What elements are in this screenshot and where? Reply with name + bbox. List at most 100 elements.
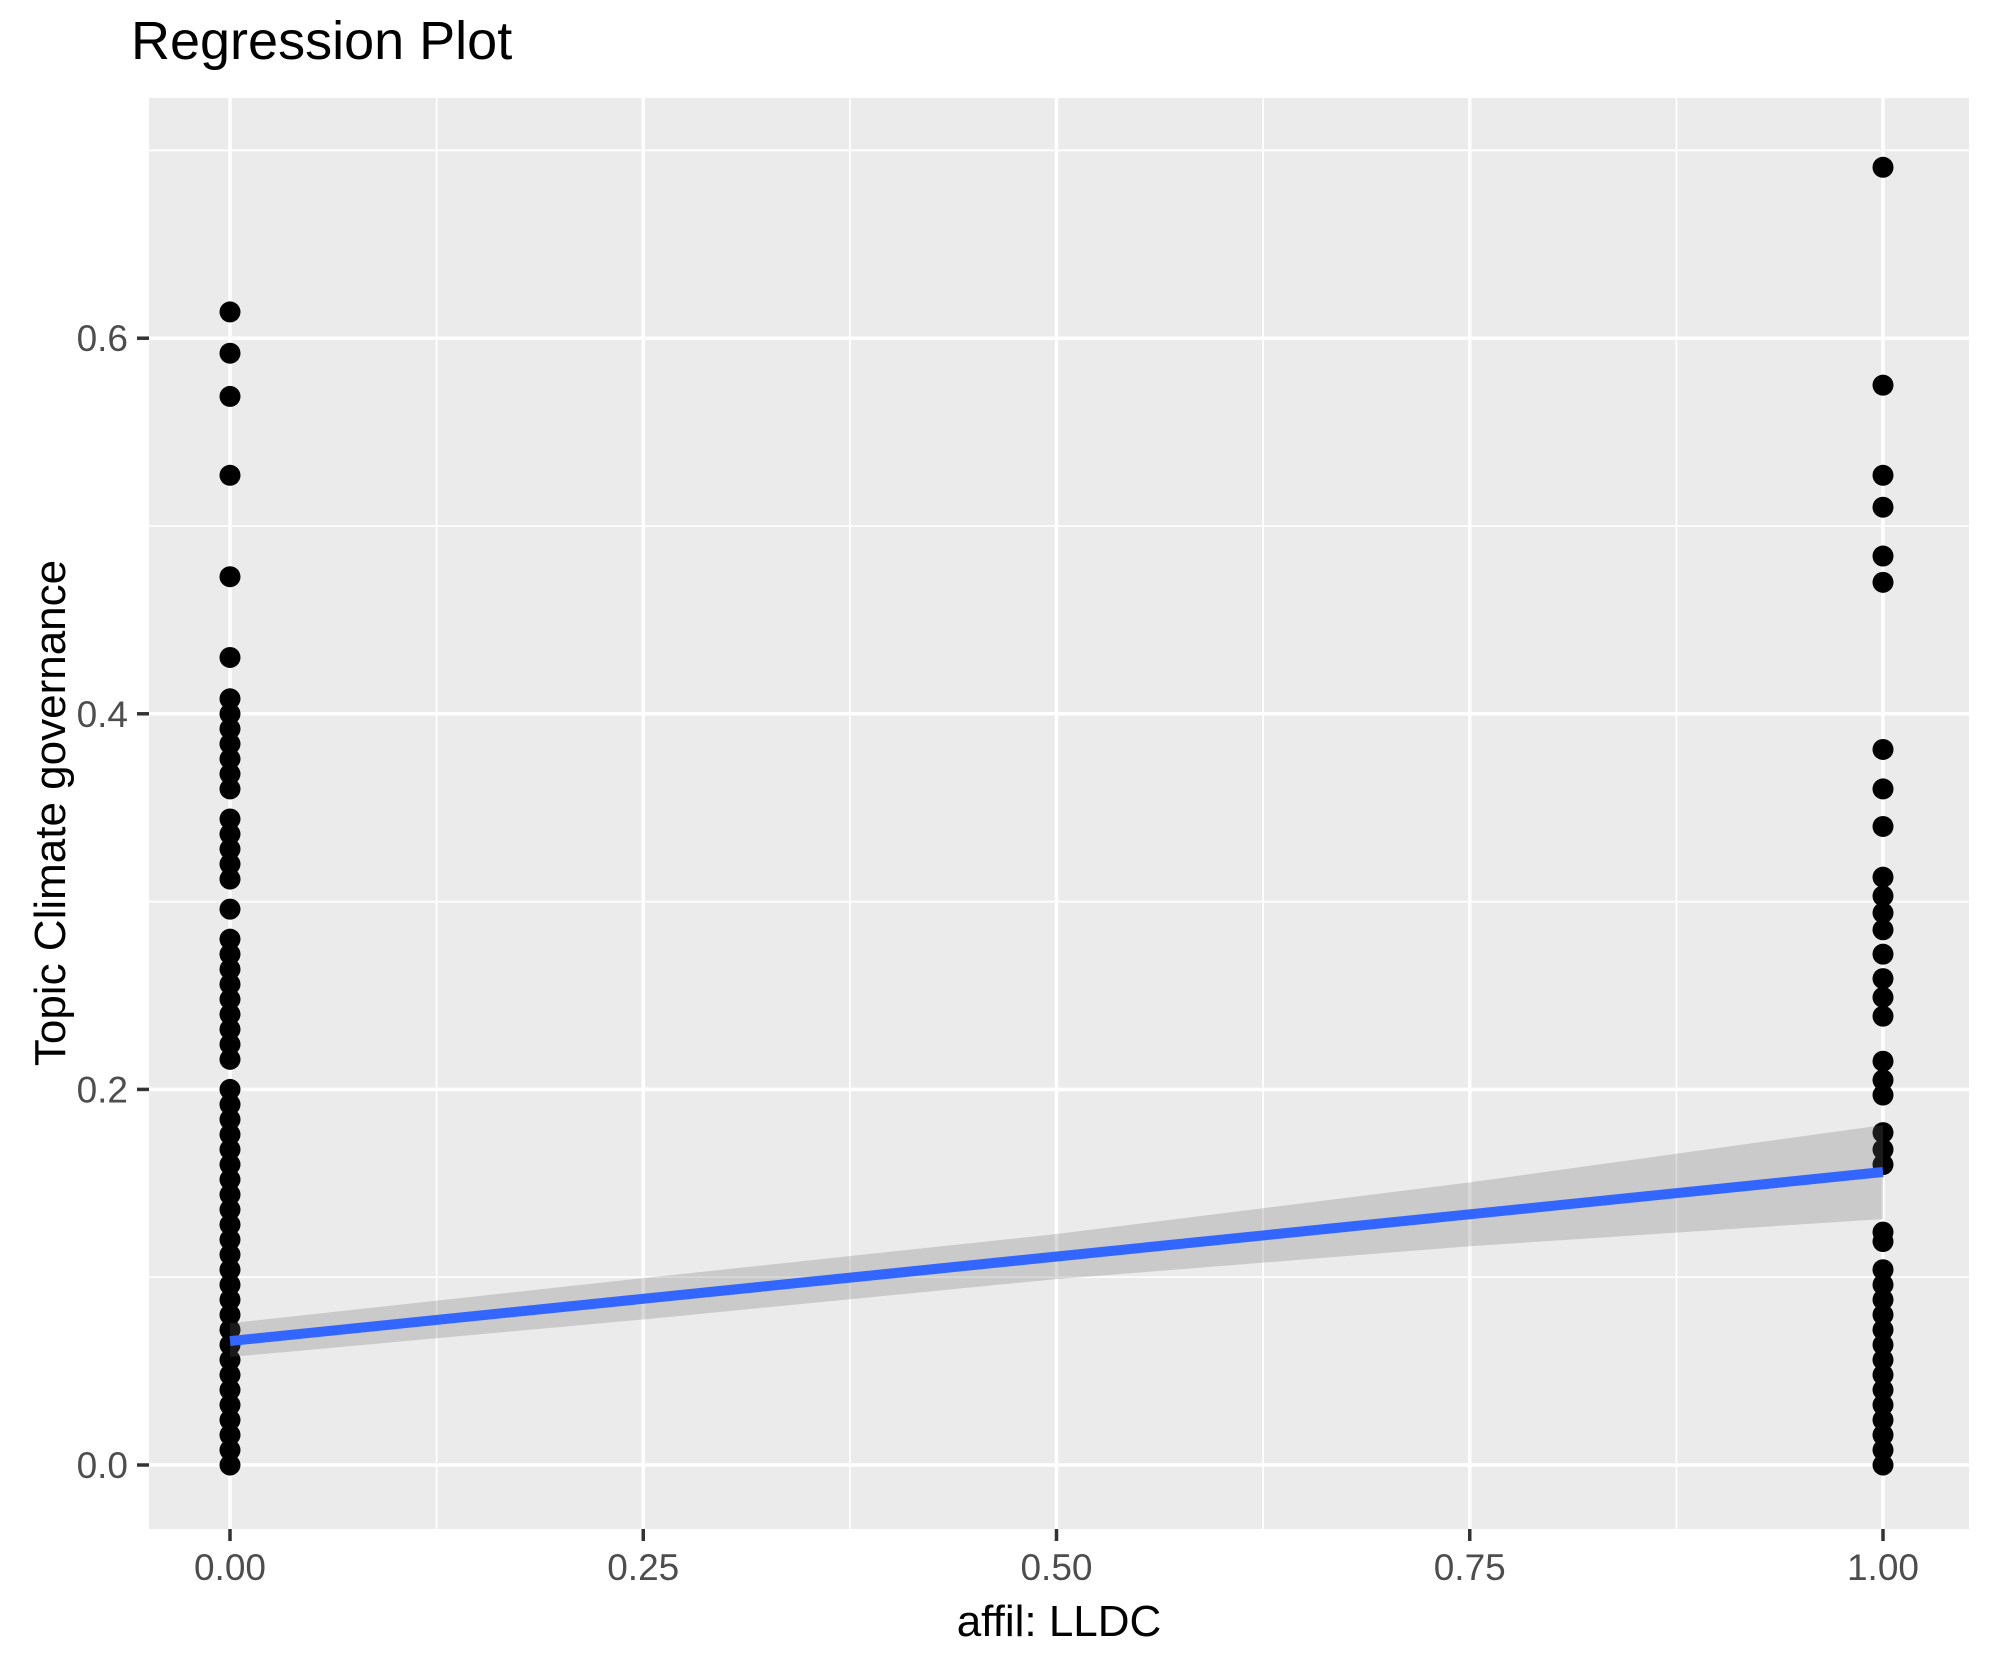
data-point (1872, 1349, 1894, 1371)
data-point (1872, 1259, 1894, 1281)
data-point (1872, 968, 1894, 990)
data-point (219, 823, 241, 845)
data-point (219, 342, 241, 364)
data-point (1872, 1424, 1894, 1446)
regression-line (229, 1167, 1884, 1347)
data-point (219, 1184, 241, 1206)
data-point (1872, 156, 1894, 178)
data-point (1872, 885, 1894, 907)
data-point (219, 1304, 241, 1326)
data-point (219, 1364, 241, 1386)
data-point (1872, 1138, 1894, 1160)
data-point (219, 868, 241, 890)
data-point (1872, 1069, 1894, 1091)
data-point (219, 1169, 241, 1191)
data-point (219, 1454, 241, 1476)
data-point (219, 703, 241, 725)
data-point (219, 1018, 241, 1040)
data-point (219, 853, 241, 875)
x-tick-label: 0.75 (1434, 1547, 1506, 1588)
data-point (219, 566, 241, 588)
data-point (1872, 1439, 1894, 1461)
data-point (219, 1439, 241, 1461)
data-point (219, 1003, 241, 1025)
data-point (219, 1349, 241, 1371)
y-tick-label: 0.0 (77, 1445, 128, 1486)
data-point (219, 928, 241, 950)
data-point (219, 1379, 241, 1401)
data-point (219, 1259, 241, 1281)
data-point (1872, 815, 1894, 837)
data-point (1872, 738, 1894, 760)
x-tick-label: 0.25 (607, 1547, 679, 1588)
data-point (219, 778, 241, 800)
data-point (219, 464, 241, 486)
data-point (1872, 1274, 1894, 1296)
data-point (219, 973, 241, 995)
data-point (219, 1199, 241, 1221)
data-point (1872, 902, 1894, 924)
data-point (219, 808, 241, 830)
data-point (1872, 1084, 1894, 1106)
data-point (1872, 919, 1894, 941)
data-point (1872, 1122, 1894, 1144)
y-axis-title: Topic Climate governance (26, 559, 75, 1067)
data-point (219, 1229, 241, 1251)
data-point (219, 1093, 241, 1115)
data-point (219, 1214, 241, 1236)
data-point (1872, 1231, 1894, 1253)
data-point (219, 1289, 241, 1311)
data-point (1872, 464, 1894, 486)
data-point (1872, 545, 1894, 567)
data-point (219, 988, 241, 1010)
data-point (219, 1154, 241, 1176)
data-point (219, 838, 241, 860)
data-point (1872, 943, 1894, 965)
data-point (219, 733, 241, 755)
data-point (1872, 374, 1894, 396)
data-point (1872, 1304, 1894, 1326)
data-point (219, 898, 241, 920)
data-point (219, 301, 241, 323)
chart-title: Regression Plot (131, 11, 513, 71)
y-tick-label: 0.4 (77, 694, 128, 735)
data-point (219, 763, 241, 785)
data-point (1872, 1409, 1894, 1431)
data-point (219, 1274, 241, 1296)
data-point (1872, 571, 1894, 593)
data-point (219, 1424, 241, 1446)
data-point (219, 943, 241, 965)
data-point (1872, 1319, 1894, 1341)
data-point (219, 1244, 241, 1266)
data-point (1872, 778, 1894, 800)
data-point (219, 1123, 241, 1145)
data-point (1872, 986, 1894, 1008)
data-point (219, 718, 241, 740)
data-point (219, 688, 241, 710)
data-point (219, 1033, 241, 1055)
data-point (219, 1078, 241, 1100)
data-point (219, 1394, 241, 1416)
data-point (1872, 1364, 1894, 1386)
data-point (1872, 496, 1894, 518)
data-point (219, 1048, 241, 1070)
x-tick-label: 1.00 (1847, 1547, 1919, 1588)
x-axis-title: affil: LLDC (956, 1597, 1162, 1646)
data-point (1872, 1334, 1894, 1356)
x-tick-label: 0.00 (194, 1547, 266, 1588)
data-point (1872, 1394, 1894, 1416)
data-point (219, 1409, 241, 1431)
x-tick-label: 0.50 (1020, 1547, 1092, 1588)
data-point (1872, 1005, 1894, 1027)
y-tick-label: 0.2 (77, 1069, 128, 1110)
data-point (219, 958, 241, 980)
data-point (219, 385, 241, 407)
data-point (1872, 866, 1894, 888)
data-point (219, 646, 241, 668)
data-point (1872, 1379, 1894, 1401)
y-tick-label: 0.6 (77, 318, 128, 359)
data-point (219, 1108, 241, 1130)
data-point (1872, 1454, 1894, 1476)
